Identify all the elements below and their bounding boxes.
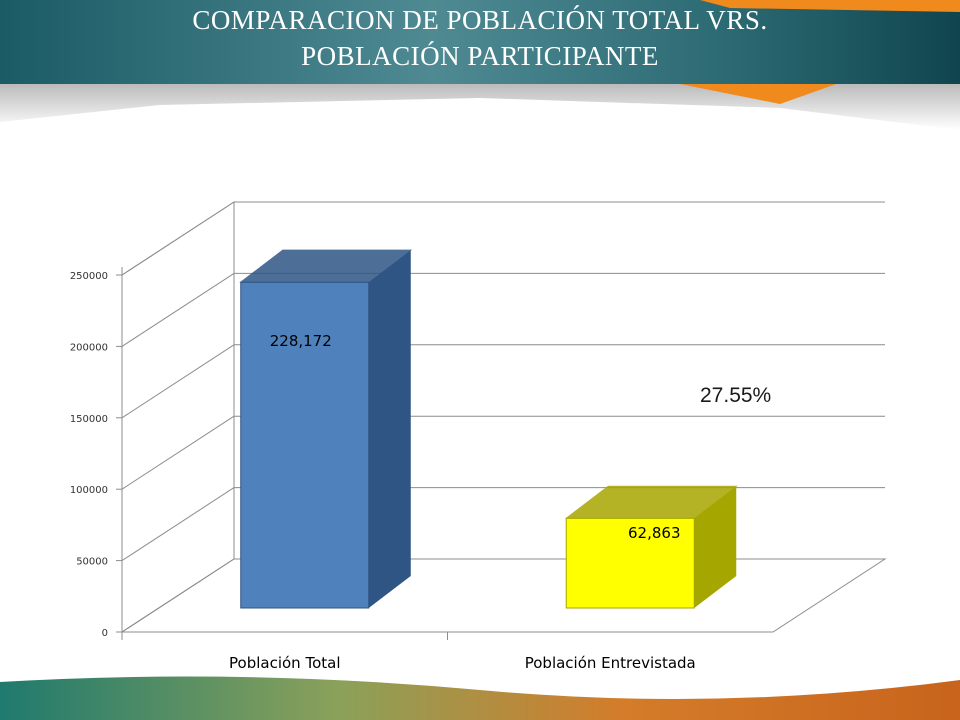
- gridline-side: [121, 558, 235, 633]
- slide-title-line2: POBLACIÓN PARTICIPANTE: [301, 41, 659, 71]
- bar-top: [239, 249, 413, 283]
- bar-side: [694, 486, 737, 608]
- chart-floor: [120, 558, 887, 633]
- footer-banner: [0, 676, 960, 720]
- gridline-side: [121, 344, 235, 419]
- header-shadow: [0, 82, 960, 130]
- y-tick-label: 150000: [70, 414, 108, 425]
- header-banner: [0, 0, 960, 130]
- header-orange-top: [700, 0, 960, 12]
- gridline-side: [121, 487, 235, 562]
- bar-data-label: 62,863: [628, 524, 681, 542]
- y-tick-label: 100000: [70, 485, 108, 496]
- y-tick-label: 50000: [76, 557, 108, 568]
- bar-top: [564, 485, 738, 519]
- x-category-label: Población Total: [229, 654, 340, 672]
- percent-annotation: 27.55%: [700, 384, 772, 407]
- x-category-label: Población Entrevistada: [525, 654, 696, 672]
- bar-front: [565, 517, 695, 609]
- chart-side-wall: [121, 201, 235, 633]
- gridline-side: [121, 272, 235, 347]
- gridline-side: [121, 415, 235, 490]
- gridline-side: [121, 201, 235, 276]
- footer-wave: [0, 676, 960, 720]
- slide-title-line1: COMPARACION DE POBLACIÓN TOTAL VRS.: [192, 5, 768, 35]
- y-tick-label: 250000: [70, 271, 108, 282]
- bar-side: [368, 250, 411, 608]
- y-tick-label: 0: [102, 628, 108, 639]
- slide-title: COMPARACION DE POBLACIÓN TOTAL VRS. POBL…: [0, 0, 960, 74]
- bar-front: [240, 281, 370, 609]
- y-tick-label: 200000: [70, 342, 108, 353]
- header-teal-band: [0, 0, 960, 84]
- bar-data-label: 228,172: [270, 332, 332, 350]
